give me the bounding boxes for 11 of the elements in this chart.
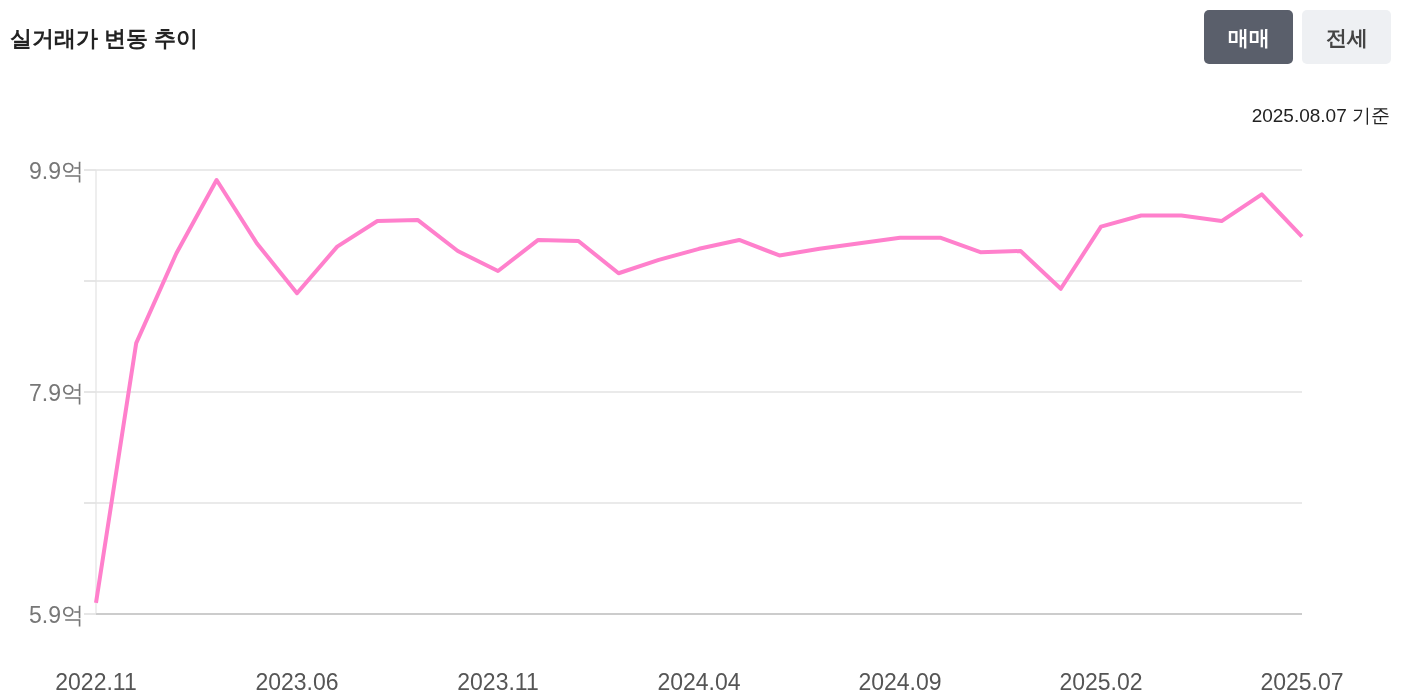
xtick: 2025.02 (1059, 669, 1143, 695)
xtick: 2023.06 (255, 669, 339, 695)
ytick: 7.9억 (29, 380, 84, 406)
ytick: 9.9억 (29, 158, 84, 184)
xtick: 2024.09 (858, 669, 942, 695)
xtick: 2022.11 (55, 669, 137, 695)
xtick: 2023.11 (457, 669, 539, 695)
ytick: 5.9억 (29, 602, 84, 628)
title: 실거래가 변동 추이 (10, 26, 199, 51)
xtick: 2024.04 (657, 669, 741, 695)
xtick: 2025.07 (1260, 669, 1344, 695)
